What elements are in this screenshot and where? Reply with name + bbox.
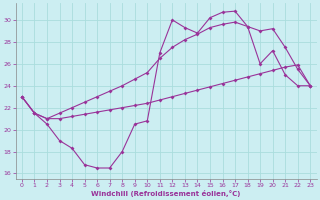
- X-axis label: Windchill (Refroidissement éolien,°C): Windchill (Refroidissement éolien,°C): [92, 190, 241, 197]
